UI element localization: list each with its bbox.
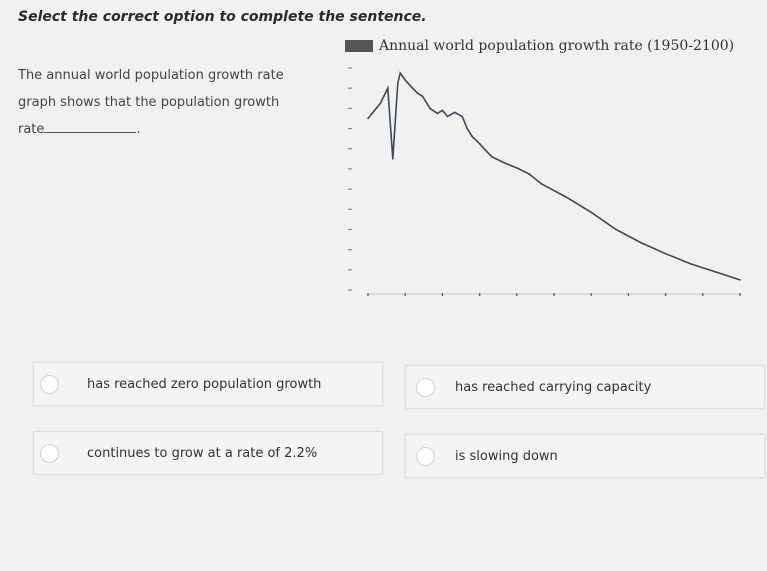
radio-button[interactable] bbox=[40, 374, 59, 394]
data-point bbox=[471, 135, 473, 138]
data-point bbox=[664, 252, 667, 255]
instruction-text: Select the correct option to complete th… bbox=[18, 9, 427, 25]
option-label: is slowing down bbox=[455, 448, 558, 464]
population-growth-chart bbox=[348, 67, 741, 296]
option-carrying-capacity[interactable]: has reached carrying capacity bbox=[405, 365, 765, 409]
option-slowing-down[interactable]: is slowing down bbox=[405, 434, 765, 478]
x-axis bbox=[367, 293, 741, 296]
data-point bbox=[714, 271, 716, 273]
data-point bbox=[404, 79, 407, 81]
radio-button[interactable] bbox=[416, 377, 435, 397]
data-point bbox=[416, 92, 419, 95]
option-label: has reached carrying capacity bbox=[455, 379, 652, 395]
growth-rate-points bbox=[367, 72, 741, 281]
data-point bbox=[478, 142, 481, 145]
data-point bbox=[739, 279, 741, 281]
data-point bbox=[429, 107, 431, 110]
data-point bbox=[486, 150, 488, 153]
option-zero-growth[interactable]: has reached zero population growth bbox=[33, 362, 383, 406]
data-point bbox=[441, 109, 444, 112]
data-point bbox=[396, 82, 399, 84]
data-point bbox=[615, 228, 617, 231]
data-point bbox=[399, 72, 402, 74]
radio-button[interactable] bbox=[416, 446, 435, 466]
data-point bbox=[491, 156, 493, 158]
question-text: The annual world population growth rate … bbox=[18, 62, 303, 143]
question-end: . bbox=[136, 122, 141, 137]
data-point bbox=[379, 102, 382, 105]
radio-button[interactable] bbox=[40, 443, 59, 463]
option-grow-rate[interactable]: continues to grow at a rate of 2.2% bbox=[33, 431, 383, 475]
data-point bbox=[461, 115, 464, 118]
data-point bbox=[528, 173, 530, 175]
growth-rate-line bbox=[367, 71, 741, 281]
source-logo-icon bbox=[345, 40, 373, 52]
data-point bbox=[689, 262, 692, 265]
data-point bbox=[516, 167, 518, 169]
data-point bbox=[411, 87, 414, 89]
data-point bbox=[640, 241, 642, 244]
data-point bbox=[590, 211, 592, 214]
question-sentence: The annual world population growth rate … bbox=[18, 68, 284, 137]
y-axis-ticks bbox=[348, 67, 352, 291]
data-point bbox=[503, 162, 506, 164]
option-label: has reached zero population growth bbox=[87, 376, 322, 392]
chart-title-row: Annual world population growth rate (195… bbox=[345, 38, 734, 54]
chart-title: Annual world population growth rate (195… bbox=[379, 38, 735, 54]
option-label: continues to grow at a rate of 2.2% bbox=[87, 445, 318, 461]
data-point bbox=[466, 127, 469, 130]
data-point bbox=[421, 95, 424, 98]
data-point bbox=[565, 196, 568, 198]
data-point bbox=[392, 158, 394, 160]
data-point bbox=[454, 111, 456, 114]
data-point bbox=[436, 112, 439, 115]
data-point bbox=[540, 183, 543, 185]
data-point bbox=[446, 115, 449, 118]
data-point bbox=[367, 117, 369, 120]
answer-blank bbox=[44, 118, 137, 133]
data-point bbox=[387, 87, 389, 89]
